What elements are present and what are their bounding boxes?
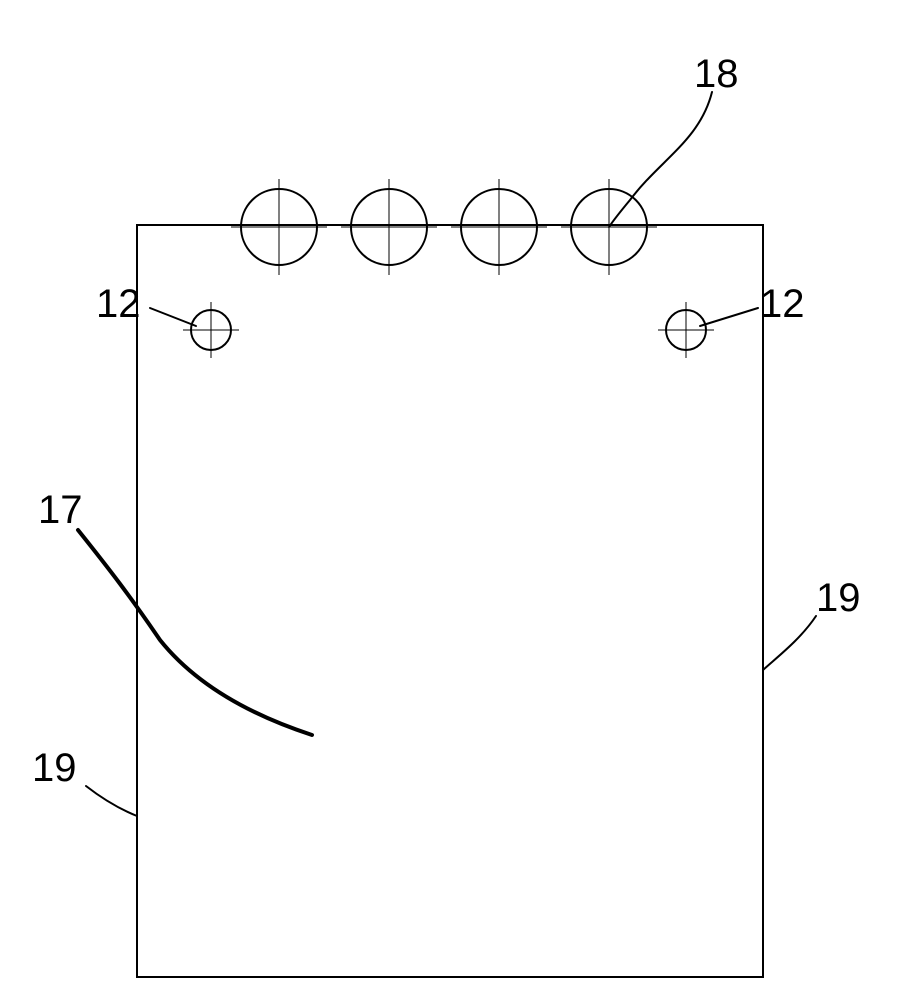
label-17-lead-17: 17 bbox=[38, 488, 83, 533]
lead-12-left bbox=[150, 308, 196, 326]
lead-17 bbox=[78, 530, 312, 735]
label-18-lead-18: 18 bbox=[694, 52, 739, 97]
label-19-lead-19-left: 19 bbox=[32, 746, 77, 791]
main-plate bbox=[137, 225, 763, 977]
label-19-lead-19-right: 19 bbox=[816, 576, 861, 621]
label-12-lead-12-right: 12 bbox=[760, 282, 805, 327]
technical-diagram bbox=[0, 0, 901, 1000]
label-12-lead-12-left: 12 bbox=[96, 282, 141, 327]
lead-19-right bbox=[763, 616, 816, 670]
lead-19-left bbox=[86, 786, 137, 816]
lead-18 bbox=[609, 92, 712, 227]
lead-12-right bbox=[700, 308, 758, 326]
